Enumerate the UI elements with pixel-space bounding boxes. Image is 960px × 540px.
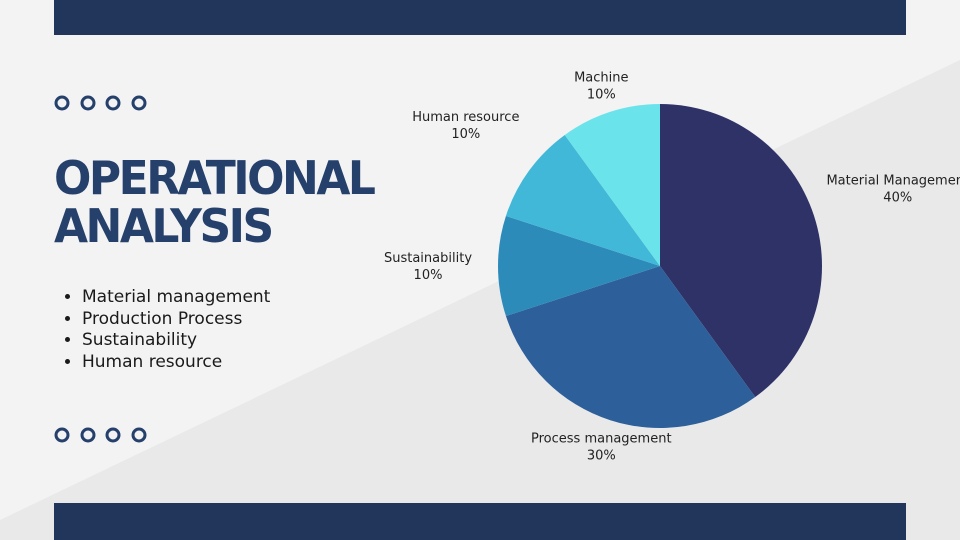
top-bar [54, 0, 906, 35]
slide-title: OPERATIONAL ANALYSIS [54, 151, 376, 254]
pie-slice [505, 266, 756, 428]
slice-value-label: 10% [451, 127, 480, 142]
slice-value-label: 40% [883, 191, 912, 206]
bullet: Human resource [82, 352, 270, 374]
dots [54, 95, 147, 443]
slice-value-label: 10% [587, 87, 616, 102]
slice-label: Process management [531, 432, 672, 447]
slice-label: Machine [574, 70, 628, 85]
bullet: Production Process [82, 309, 270, 331]
bullet: Material management [82, 287, 270, 309]
slice-label: Material Management [826, 174, 960, 189]
pie-slice [564, 104, 660, 266]
pie-slice [660, 104, 822, 398]
slice-value-label: 10% [414, 268, 443, 283]
bottom-bar [54, 503, 906, 540]
bullet-list: Material management Production Process S… [64, 287, 270, 373]
slice-value-label: 30% [587, 449, 616, 464]
bullet: Sustainability [82, 330, 270, 352]
title-line: ANALYSIS [54, 200, 274, 254]
title-line: OPERATIONAL [54, 151, 376, 206]
slice-label: Human resource [412, 110, 519, 125]
pie-slice [498, 215, 660, 317]
slice-label: Sustainability [384, 251, 472, 266]
pie-slice [505, 134, 660, 266]
